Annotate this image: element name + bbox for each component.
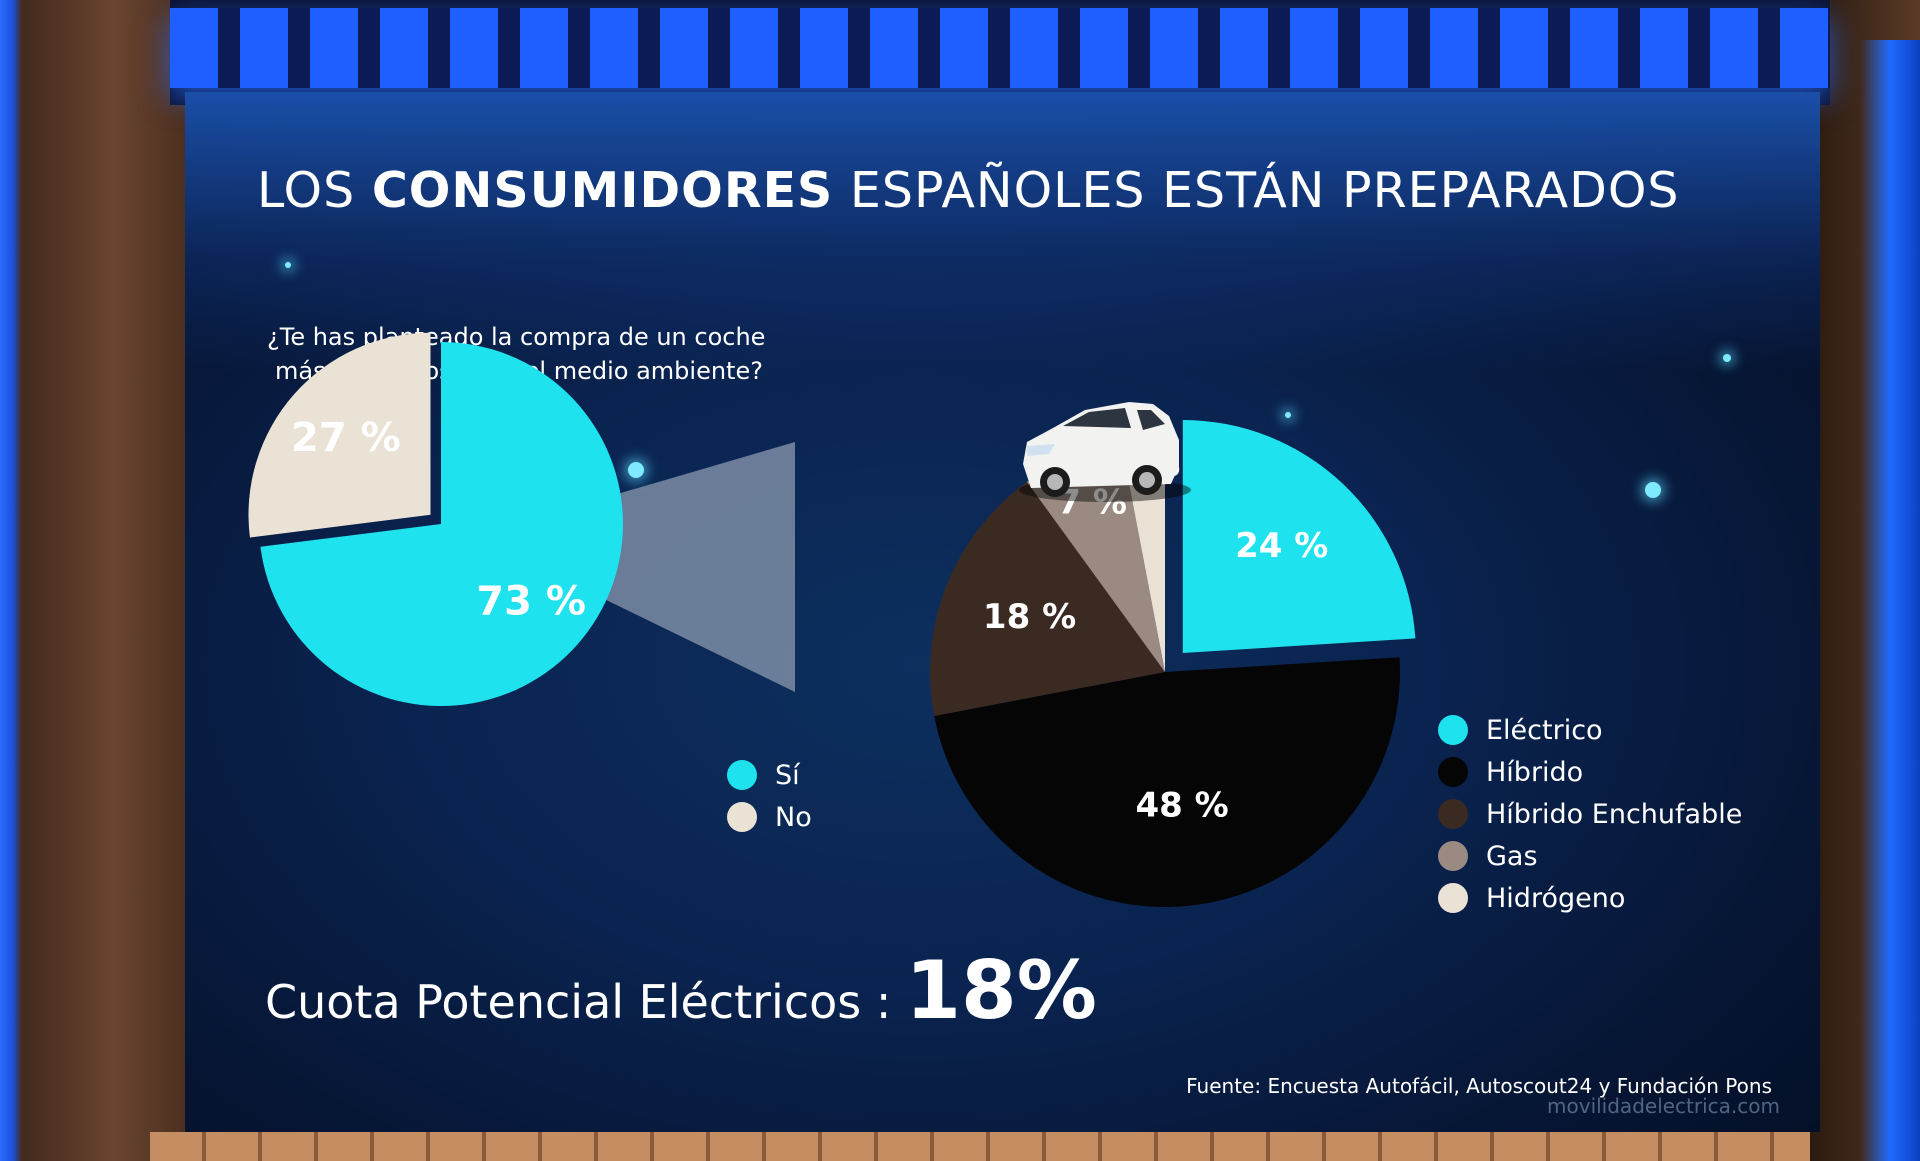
legend-item-hibrido-enchufable: Híbrido Enchufable [1438, 793, 1742, 835]
pie-connector [590, 442, 795, 692]
pie-label-si: 73 % [476, 578, 586, 624]
slide-title: LOS CONSUMIDORES ESPAÑOLES ESTÁN PREPARA… [257, 162, 1757, 219]
watermark: movilidadelectrica.com [1547, 1094, 1780, 1118]
stage-light-right [1860, 40, 1920, 1161]
charts-canvas: 73 %27 % 24 %48 %18 %7 %3 % [248, 332, 1416, 907]
legend-item-hidrogeno: Hidrógeno [1438, 877, 1742, 919]
question-line-1: ¿Te has planteado la compra de un coche [267, 323, 766, 351]
legend-swatch-hibrido [1438, 757, 1468, 787]
star-decoration [285, 262, 291, 268]
legend-swatch-electrico [1438, 715, 1468, 745]
pie-label-gas: 7 % [1057, 482, 1127, 522]
stage-wall-left [0, 0, 190, 1161]
legend-item-si: Sí [727, 754, 812, 796]
pie-slice-hibrido-enchufable [929, 481, 1165, 717]
legend-item-hibrido: Híbrido [1438, 751, 1742, 793]
legend-swatch-hidrogeno [1438, 883, 1468, 913]
star-decoration [1723, 354, 1731, 362]
title-suffix: ESPAÑOLES ESTÁN PREPARADOS [833, 162, 1680, 219]
legend-swatch-gas [1438, 841, 1468, 871]
legend-item-gas: Gas [1438, 835, 1742, 877]
pie-slice-si [260, 342, 623, 706]
legend-label-no: No [775, 801, 812, 833]
star-decoration [1645, 482, 1661, 498]
cuota-label: Cuota Potencial Eléctricos : [265, 975, 892, 1029]
star-decoration [1285, 412, 1291, 418]
stage-ceiling-lights [170, 8, 1830, 88]
legend-consideration: Sí No [727, 754, 812, 838]
screen-glow [185, 92, 1820, 372]
pie-chart-consideration: 73 % 27 % [248, 332, 623, 706]
legend-fuel-type: Eléctrico Híbrido Híbrido Enchufable Gas… [1438, 709, 1742, 919]
pie-slice-gas [1026, 441, 1165, 672]
title-prefix: LOS [257, 162, 372, 219]
legend-label-electrico: Eléctrico [1486, 714, 1603, 746]
legend-label-hidrogeno: Hidrógeno [1486, 882, 1626, 914]
legend-label-si: Sí [775, 759, 800, 791]
connector-layer [590, 442, 795, 692]
presentation-screen: LOS CONSUMIDORES ESPAÑOLES ESTÁN PREPARA… [185, 92, 1820, 1132]
star-decoration [628, 462, 644, 478]
stage-light-left [0, 0, 22, 1161]
pie-chart-fuel-type: 24 %48 %18 %7 %3 % [929, 420, 1416, 907]
legend-swatch-si [727, 760, 757, 790]
legend-swatch-hibrido-enchufable [1438, 799, 1468, 829]
legend-label-hibrido-enchufable: Híbrido Enchufable [1486, 798, 1743, 830]
pie-slice-hidrogeno [1120, 437, 1165, 672]
pie-label-electrico: 24 % [1235, 526, 1328, 566]
pie-slice-hibrido [934, 657, 1400, 907]
legend-swatch-no [727, 802, 757, 832]
pie-label-no: 27 % [291, 415, 401, 461]
legend-item-no: No [727, 796, 812, 838]
stage-floor [150, 1132, 1810, 1161]
car-icon [1019, 402, 1191, 502]
legend-label-hibrido: Híbrido [1486, 756, 1584, 788]
pie-slice-no [248, 332, 431, 538]
pie-slice-electrico [1182, 420, 1416, 654]
cuota-potencial: Cuota Potencial Eléctricos :18% [265, 944, 1097, 1037]
source-note: Fuente: Encuesta Autofácil, Autoscout24 … [1186, 1074, 1772, 1098]
legend-label-gas: Gas [1486, 840, 1538, 872]
legend-item-electrico: Eléctrico [1438, 709, 1742, 751]
cuota-value: 18% [905, 944, 1097, 1037]
pie-label-hibrido-enchufable: 18 % [983, 597, 1076, 637]
pie-label-hibrido: 48 % [1135, 786, 1228, 826]
title-bold: CONSUMIDORES [371, 162, 834, 219]
